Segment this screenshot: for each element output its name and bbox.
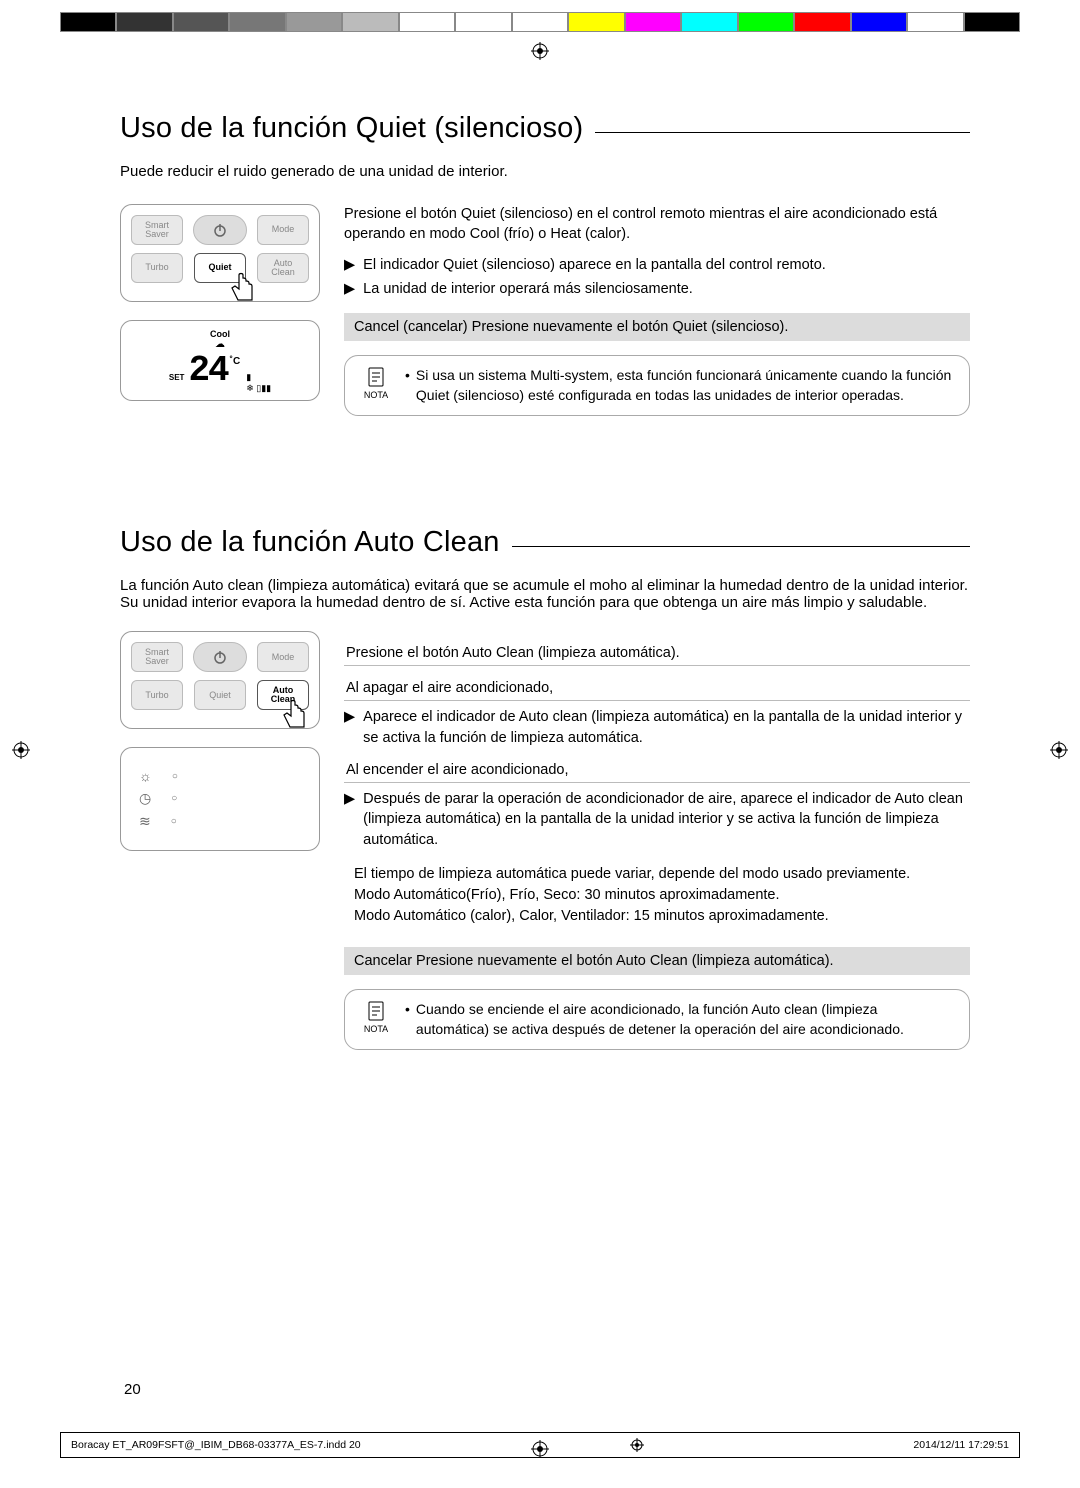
intro-autoclean: La función Auto clean (limpieza automáti… <box>120 577 970 611</box>
line-press-autoclean: Presione el botón Auto Clean (limpieza a… <box>344 641 970 666</box>
lcd-temp-value: 24 <box>188 350 227 391</box>
note-icon <box>366 1000 386 1022</box>
btn-mode: Mode <box>257 642 309 672</box>
lcd-unit: ˚C <box>230 356 241 367</box>
hand-pointer-icon <box>277 696 315 734</box>
lcd-set-label: SET <box>169 373 185 382</box>
color-swatch <box>851 12 907 32</box>
intro-quiet: Puede reducir el ruido generado de una u… <box>120 163 970 180</box>
remote-diagram-quiet: Smart Saver Mode Turbo Quiet Auto Clean <box>120 204 320 302</box>
color-swatch <box>173 12 229 32</box>
bullet-text: El indicador Quiet (silencioso) aparece … <box>363 255 826 275</box>
bullet-text: Después de parar la operación de acondic… <box>363 789 970 850</box>
btn-quiet: Quiet <box>194 680 246 710</box>
power-icon <box>212 649 228 665</box>
color-swatch <box>116 12 172 32</box>
lcd-label-cool: Cool <box>131 329 309 339</box>
note-text: Si usa un sistema Multi-system, esta fun… <box>416 366 953 405</box>
note-label: NOTA <box>361 1024 391 1034</box>
section-title-autoclean: Uso de la función Auto Clean <box>120 526 970 559</box>
printer-colorbar <box>60 12 1020 32</box>
color-swatch <box>229 12 285 32</box>
arrow-icon: ▶ <box>344 279 355 299</box>
bullet-on: ▶Después de parar la operación de acondi… <box>344 789 970 850</box>
lcd-display-quiet: Cool ☁ SET 24 ˚C ▮❄ ▯▮▮ <box>120 320 320 401</box>
heading-autoclean: Uso de la función Auto Clean <box>120 526 500 559</box>
color-swatch <box>512 12 568 32</box>
power-icon <box>212 222 228 238</box>
status-dot: ○ <box>171 793 177 804</box>
color-swatch <box>794 12 850 32</box>
note-label: NOTA <box>361 390 391 400</box>
color-swatch <box>286 12 342 32</box>
color-swatch <box>964 12 1020 32</box>
cancel-bar-quiet: Cancel (cancelar) Presione nuevamente el… <box>344 313 970 341</box>
timing-block: El tiempo de limpieza automática puede v… <box>344 858 970 929</box>
section-title-quiet: Uso de la función Quiet (silencioso) <box>120 112 970 145</box>
heading-rule <box>595 132 970 133</box>
heading-rule <box>512 546 970 547</box>
bullet-dot: • <box>405 366 410 405</box>
color-swatch <box>625 12 681 32</box>
color-swatch <box>907 12 963 32</box>
color-swatch <box>738 12 794 32</box>
color-swatch <box>60 12 116 32</box>
bullet-dot: • <box>405 1000 410 1039</box>
btn-mode: Mode <box>257 215 309 245</box>
subhead-off: Al apagar el aire acondicionado, <box>344 676 970 701</box>
btn-turbo: Turbo <box>131 680 183 710</box>
quiet-icon: ☁ <box>131 339 309 350</box>
color-swatch <box>568 12 624 32</box>
btn-smart-saver: Smart Saver <box>131 642 183 672</box>
bullet-text: La unidad de interior operará más silenc… <box>363 279 693 299</box>
bullet-indicator: ▶ El indicador Quiet (silencioso) aparece… <box>344 255 970 275</box>
remote-diagram-autoclean: Smart Saver Mode Turbo Quiet Auto Clean <box>120 631 320 729</box>
arrow-icon: ▶ <box>344 255 355 275</box>
color-swatch <box>342 12 398 32</box>
print-footer: Boracay ET_AR09FSFT@_IBIM_DB68-03377A_ES… <box>60 1432 1020 1458</box>
note-box-quiet: NOTA •Si usa un sistema Multi-system, es… <box>344 355 970 416</box>
note-text: Cuando se enciende el aire acondicionado… <box>416 1000 953 1039</box>
timer-icon: ◷ <box>139 790 151 807</box>
arrow-icon: ▶ <box>344 707 355 748</box>
wave-icon: ≋ <box>139 813 151 830</box>
color-swatch <box>681 12 737 32</box>
lcd-strength-icon: ▮❄ ▯▮▮ <box>246 372 271 394</box>
status-dot: ○ <box>172 771 178 782</box>
timing-line-2: Modo Automático(Frío), Frío, Seco: 30 mi… <box>354 885 968 906</box>
btn-auto-clean: Auto Clean <box>257 253 309 283</box>
note-box-autoclean: NOTA •Cuando se enciende el aire acondic… <box>344 989 970 1050</box>
registration-mark-top <box>531 42 549 60</box>
page-number: 20 <box>124 1381 141 1398</box>
color-swatch <box>399 12 455 32</box>
timing-line-1: El tiempo de limpieza automática puede v… <box>354 864 968 885</box>
btn-smart-saver: Smart Saver <box>131 215 183 245</box>
para-press-quiet: Presione el botón Quiet (silencioso) en … <box>344 204 970 245</box>
timing-line-3: Modo Automático (calor), Calor, Ventilad… <box>354 906 968 927</box>
registration-mark-footer <box>630 1438 644 1452</box>
registration-mark-left <box>12 741 30 759</box>
indoor-unit-display: ☼ ○ ◷ ○ ≋ ○ <box>120 747 320 851</box>
cancel-bar-autoclean: Cancelar Presione nuevamente el botón Au… <box>344 947 970 975</box>
status-dot: ○ <box>171 816 177 827</box>
subhead-on: Al encender el aire acondicionado, <box>344 758 970 783</box>
color-swatch <box>455 12 511 32</box>
note-icon <box>366 366 386 388</box>
bullet-text: Aparece el indicador de Auto clean (limp… <box>363 707 970 748</box>
bullet-off: ▶Aparece el indicador de Auto clean (lim… <box>344 707 970 748</box>
footer-timestamp: 2014/12/11 17:29:51 <box>913 1439 1009 1451</box>
hand-pointer-icon <box>225 269 263 307</box>
btn-power <box>193 215 247 245</box>
heading-quiet: Uso de la función Quiet (silencioso) <box>120 112 583 145</box>
registration-mark-right <box>1050 741 1068 759</box>
bullet-silent: ▶ La unidad de interior operará más silen… <box>344 279 970 299</box>
arrow-icon: ▶ <box>344 789 355 850</box>
btn-turbo: Turbo <box>131 253 183 283</box>
footer-filename: Boracay ET_AR09FSFT@_IBIM_DB68-03377A_ES… <box>71 1439 361 1451</box>
sun-icon: ☼ <box>139 768 152 784</box>
btn-power <box>193 642 247 672</box>
